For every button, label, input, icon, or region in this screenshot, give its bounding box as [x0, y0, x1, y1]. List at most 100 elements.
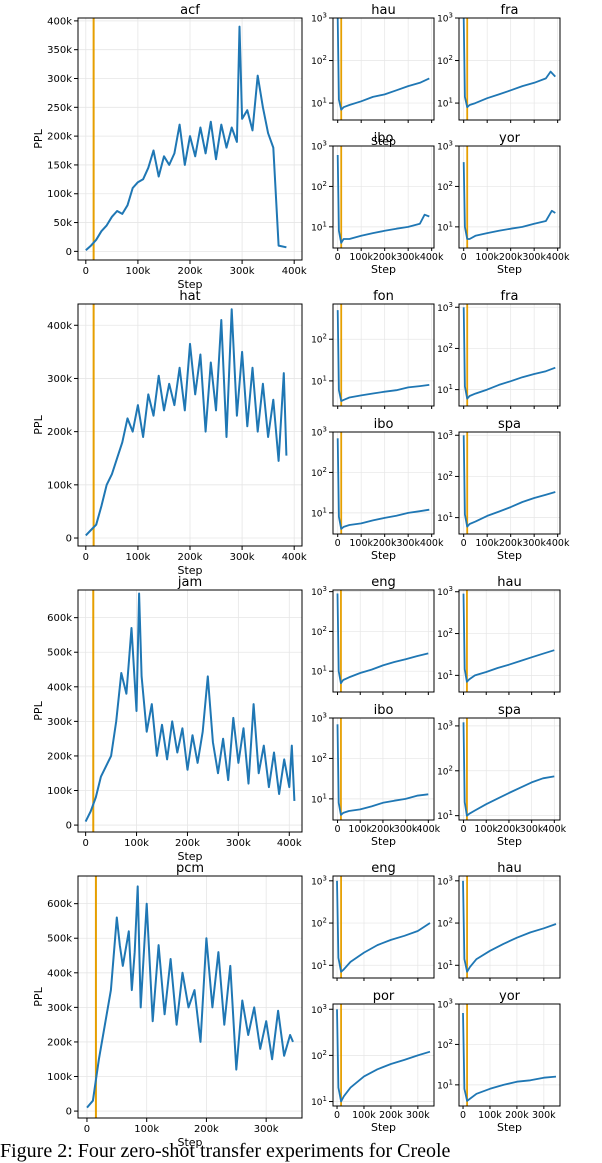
x-tick-label: 100k: [348, 824, 372, 835]
y-tick-label: 102: [311, 180, 327, 193]
x-axis-label: Step: [371, 549, 396, 562]
series-line-fra: [462, 17, 556, 109]
y-tick-label: 101: [437, 97, 453, 110]
series-line-hau: [462, 593, 555, 683]
axes-frame: [332, 17, 435, 121]
panel-title: acf: [180, 3, 200, 18]
y-tick-label: 102: [311, 1049, 327, 1062]
y-tick-label: 200k: [47, 427, 72, 438]
x-tick-label: 300k: [532, 1110, 556, 1121]
x-tick-label: 400k: [417, 824, 441, 835]
x-tick-label: 0: [82, 838, 88, 849]
series-line-spa: [462, 722, 555, 817]
x-tick-label: 0: [334, 1110, 340, 1121]
panel-small-ibo: 0 100k 200k 300k 400k 101 102 103 ibo Step: [311, 703, 441, 848]
x-axis-label: Step: [177, 278, 202, 291]
y-tick-label: 300k: [47, 74, 72, 85]
x-tick-label: 100k: [475, 252, 499, 263]
y-tick-label: 101: [437, 809, 453, 822]
y-tick-label: 500k: [47, 648, 72, 659]
y-tick-label: 102: [437, 342, 453, 355]
x-tick-label: 400k: [543, 824, 567, 835]
y-tick-label: 400k: [47, 321, 72, 332]
y-tick-label: 102: [311, 752, 327, 765]
y-tick-label: 150k: [47, 160, 72, 171]
series-line-fra: [462, 307, 556, 400]
series-line-hat: [85, 308, 288, 537]
y-tick-label: 103: [311, 585, 327, 598]
panel-small-hau: 101 102 103 hau: [437, 575, 561, 695]
x-tick-label: 200k: [499, 252, 523, 263]
x-tick-label: 200k: [497, 824, 521, 835]
y-tick-label: 101: [437, 511, 453, 524]
series-line-hau: [462, 880, 557, 973]
x-axis-label: Step: [371, 835, 396, 848]
panel-small-fra: 101 102 103 fra: [437, 3, 561, 123]
x-tick-label: 200k: [194, 1124, 219, 1135]
y-tick-label: 103: [437, 429, 453, 442]
axes-frame: [458, 145, 561, 249]
x-tick-label: 200k: [379, 1110, 403, 1121]
panel-title: yor: [499, 989, 521, 1004]
x-tick-label: 300k: [396, 252, 420, 263]
series-line-pcm: [86, 885, 294, 1109]
y-tick-label: 300k: [47, 374, 72, 385]
y-tick-label: 101: [437, 220, 453, 233]
series-line-eng: [336, 880, 431, 973]
y-tick-label: 400k: [47, 682, 72, 693]
x-tick-label: 0: [461, 538, 467, 549]
panel-title: ibo: [374, 131, 394, 146]
y-tick-label: 102: [437, 470, 453, 483]
x-tick-label: 200k: [373, 538, 397, 549]
series-line-eng: [336, 593, 429, 685]
panel-small-fra: 101 102 103 fra: [437, 289, 561, 409]
panel-title: hau: [497, 861, 521, 876]
y-tick-label: 102: [437, 1038, 453, 1051]
panel-small-spa: 0 100k 200k 300k 400k 101 102 103 spa Step: [437, 703, 567, 848]
series-line-jam: [84, 592, 296, 823]
y-tick-label: 100k: [47, 189, 72, 200]
panel-small-eng: 101 102 103 eng: [311, 861, 435, 981]
y-tick-label: 101: [311, 506, 327, 519]
axes-frame: [458, 717, 561, 821]
x-tick-label: 0: [83, 552, 89, 563]
axes-frame: [332, 589, 435, 693]
x-tick-label: 100k: [475, 538, 499, 549]
panel-small-yor: 0 100k 200k 300k 400k 101 102 103 yor Step: [437, 131, 570, 276]
axes-frame: [77, 875, 303, 1119]
x-tick-label: 100k: [125, 552, 150, 563]
y-tick-label: 100k: [47, 786, 72, 797]
y-tick-label: 103: [311, 426, 327, 439]
x-axis-label: Step: [177, 850, 202, 863]
y-tick-label: 103: [311, 874, 327, 887]
panel-main-jam: 0 100k 200k 300k 400k 0 100k 200k 300k 400k 500k 60…: [32, 575, 303, 863]
panel-title: hat: [179, 289, 200, 304]
series-line-ibo: [336, 154, 430, 244]
panel-title: eng: [371, 575, 396, 590]
panel-title: jam: [177, 575, 202, 590]
x-tick-label: 200k: [373, 252, 397, 263]
x-tick-label: 200k: [505, 1110, 529, 1121]
x-tick-label: 0: [335, 824, 341, 835]
y-tick-label: 101: [437, 959, 453, 972]
panel-main-hat: 0 100k 200k 300k 400k 0 100k 200k 300k 400k hat Ste…: [32, 289, 307, 577]
x-tick-label: 400k: [282, 552, 307, 563]
y-tick-label: 102: [437, 764, 453, 777]
x-tick-label: 300k: [226, 838, 251, 849]
y-tick-label: 0: [66, 247, 72, 258]
series-line-fon: [336, 310, 430, 402]
y-tick-label: 200k: [47, 751, 72, 762]
panel-title: hau: [371, 3, 395, 18]
x-tick-label: 300k: [230, 266, 255, 277]
y-tick-label: 101: [311, 220, 327, 233]
y-tick-label: 200k: [47, 132, 72, 143]
axes-frame: [77, 589, 303, 833]
y-tick-label: 102: [311, 466, 327, 479]
y-tick-label: 101: [311, 792, 327, 805]
x-tick-label: 300k: [230, 552, 255, 563]
y-tick-label: 0: [66, 534, 72, 545]
y-tick-label: 101: [311, 959, 327, 972]
x-tick-label: 0: [461, 252, 467, 263]
y-tick-label: 102: [311, 917, 327, 930]
y-tick-label: 101: [311, 97, 327, 110]
